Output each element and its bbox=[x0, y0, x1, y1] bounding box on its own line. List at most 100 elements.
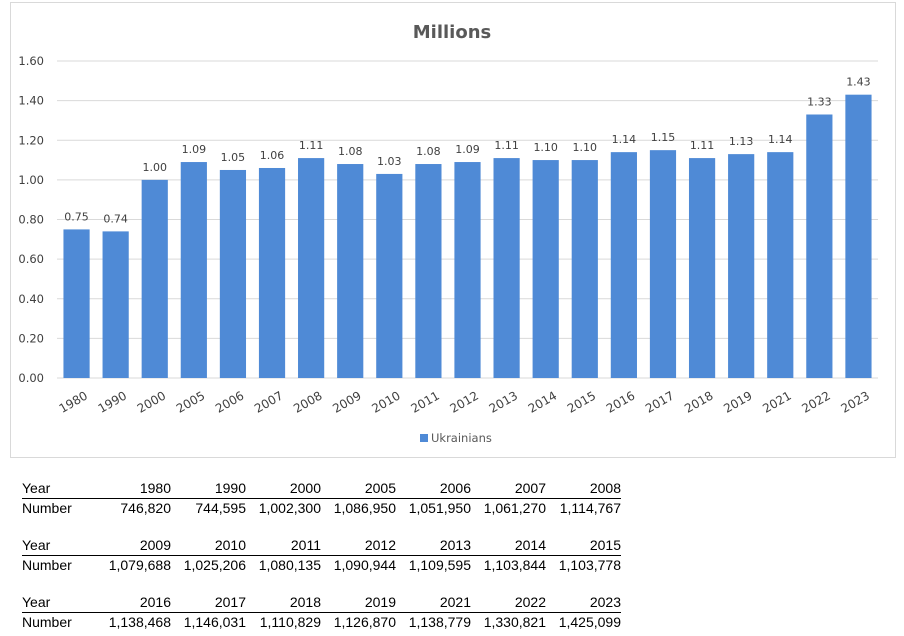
table-year-cell: 2022 bbox=[471, 593, 546, 613]
bar bbox=[649, 150, 677, 378]
table-year-cell: 2014 bbox=[471, 536, 546, 556]
table-number-cell: 1,086,950 bbox=[333, 500, 396, 516]
x-tick-label: 1980 bbox=[57, 388, 90, 415]
data-label: 1.14 bbox=[768, 133, 793, 146]
data-label: 1.09 bbox=[182, 143, 207, 156]
table-year-cell: 1990 bbox=[171, 479, 246, 499]
table-year-cell: 2000 bbox=[246, 479, 321, 499]
y-tick-label: 1.00 bbox=[18, 173, 44, 187]
x-tick-label: 2010 bbox=[369, 388, 402, 415]
data-label: 1.15 bbox=[651, 131, 676, 144]
data-label: 1.13 bbox=[729, 135, 754, 148]
table-row-label: Number bbox=[22, 557, 72, 573]
data-label: 1.10 bbox=[573, 141, 598, 154]
x-tick-label: 2022 bbox=[799, 388, 832, 415]
table-year-cell: 2006 bbox=[396, 479, 471, 499]
chart-container: Millions 0.00 0.20 0.40 0.60 0.80 1.00 1.20 1.4… bbox=[10, 2, 896, 458]
table-header-row: Year 1980 1990 2000 2005 2006 2007 2008 bbox=[22, 479, 621, 499]
table-number-cell: 1,080,135 bbox=[258, 557, 321, 573]
data-label: 1.11 bbox=[690, 139, 715, 152]
bar bbox=[337, 164, 364, 378]
table-row-label: Number bbox=[22, 500, 72, 516]
table-number-cell: 1,051,950 bbox=[408, 500, 471, 516]
table-year-cell: 2008 bbox=[546, 479, 621, 499]
table-header-row: Year 2016 2017 2018 2019 2021 2022 2023 bbox=[22, 593, 621, 613]
x-axis-ticks: 1980 1990 2000 2005 2006 2007 2008 2009 2010 2011… bbox=[57, 388, 872, 415]
table-year-cell: 2005 bbox=[321, 479, 396, 499]
x-tick-label: 1990 bbox=[96, 388, 129, 415]
table-year-cell: 2007 bbox=[471, 479, 546, 499]
table-year-cell: 2017 bbox=[171, 593, 246, 613]
x-tick-label: 2019 bbox=[721, 388, 754, 415]
data-label: 1.11 bbox=[299, 139, 324, 152]
x-tick-label: 2013 bbox=[487, 388, 520, 415]
y-axis-ticks: 0.00 0.20 0.40 0.60 0.80 1.00 1.20 1.40 1.60 bbox=[18, 54, 44, 385]
table-year-cell: 2013 bbox=[396, 536, 471, 556]
table-year-cell: 2023 bbox=[546, 593, 621, 613]
x-tick-label: 2021 bbox=[760, 388, 793, 415]
y-tick-label: 0.60 bbox=[18, 252, 44, 266]
bar bbox=[845, 94, 872, 379]
table-number-cell: 1,110,829 bbox=[259, 614, 321, 630]
x-tick-label: 2005 bbox=[174, 388, 207, 415]
table-number-row: Number 1,079,688 1,025,206 1,080,135 1,0… bbox=[22, 556, 621, 576]
table-number-cell: 1,146,031 bbox=[183, 614, 246, 630]
data-label: 1.11 bbox=[494, 139, 519, 152]
x-tick-label: 2000 bbox=[135, 388, 168, 415]
legend-label-ukrainians: Ukrainians bbox=[431, 431, 492, 445]
x-tick-label: 2018 bbox=[682, 388, 715, 415]
bar bbox=[141, 179, 168, 378]
table-number-cell: 746,820 bbox=[120, 500, 171, 516]
table-number-cell: 1,330,821 bbox=[483, 614, 546, 630]
table-number-cell: 1,061,270 bbox=[483, 500, 546, 516]
table-year-cell: 2015 bbox=[546, 536, 621, 556]
bar bbox=[493, 158, 520, 378]
table-row-label: Number bbox=[22, 614, 72, 630]
table-number-cell: 1,138,779 bbox=[408, 614, 471, 630]
table-year-cell: 2019 bbox=[321, 593, 396, 613]
data-label: 1.03 bbox=[377, 155, 402, 168]
table-number-cell: 1,109,595 bbox=[408, 557, 471, 573]
data-label: 1.14 bbox=[612, 133, 637, 146]
y-tick-label: 0.80 bbox=[18, 213, 44, 227]
y-tick-label: 0.00 bbox=[18, 371, 44, 385]
data-label: 0.74 bbox=[103, 212, 128, 225]
data-label: 1.33 bbox=[807, 95, 832, 108]
bar bbox=[532, 160, 559, 378]
data-table-3: Year 2016 2017 2018 2019 2021 2022 2023 … bbox=[22, 593, 621, 632]
chart-title: Millions bbox=[413, 22, 492, 43]
table-year-cell: 2010 bbox=[171, 536, 246, 556]
data-label: 1.00 bbox=[142, 161, 167, 174]
bar bbox=[102, 231, 129, 378]
data-label: 1.09 bbox=[455, 143, 480, 156]
table-number-cell: 1,126,870 bbox=[333, 614, 396, 630]
bars bbox=[63, 94, 872, 379]
table-number-cell: 1,103,778 bbox=[558, 557, 621, 573]
y-tick-label: 1.40 bbox=[18, 94, 44, 108]
bar bbox=[180, 162, 207, 378]
table-year-cell: 2009 bbox=[96, 536, 171, 556]
bar bbox=[728, 154, 755, 378]
table-number-row: Number 1,138,468 1,146,031 1,110,829 1,1… bbox=[22, 613, 621, 633]
bar bbox=[767, 152, 794, 378]
y-tick-label: 1.20 bbox=[18, 133, 44, 147]
y-tick-label: 0.40 bbox=[18, 292, 44, 306]
table-number-cell: 1,002,300 bbox=[258, 500, 321, 516]
table-number-cell: 1,090,944 bbox=[333, 557, 396, 573]
table-number-cell: 1,079,688 bbox=[108, 557, 171, 573]
table-header-label: Year bbox=[22, 593, 96, 613]
data-table-2: Year 2009 2010 2011 2012 2013 2014 2015 … bbox=[22, 536, 621, 575]
x-tick-label: 2014 bbox=[526, 388, 559, 415]
bar bbox=[610, 152, 637, 378]
table-number-cell: 1,103,844 bbox=[483, 557, 546, 573]
bar-chart: Millions 0.00 0.20 0.40 0.60 0.80 1.00 1.20 1.4… bbox=[18, 22, 878, 445]
bar bbox=[688, 158, 716, 378]
x-tick-label: 2015 bbox=[565, 388, 598, 415]
bar bbox=[454, 162, 481, 378]
table-year-cell: 1980 bbox=[96, 479, 171, 499]
table-number-cell: 1,025,206 bbox=[183, 557, 246, 573]
table-header-row: Year 2009 2010 2011 2012 2013 2014 2015 bbox=[22, 536, 621, 556]
bar bbox=[298, 158, 325, 378]
x-tick-label: 2011 bbox=[408, 388, 441, 415]
data-label: 1.10 bbox=[533, 141, 558, 154]
